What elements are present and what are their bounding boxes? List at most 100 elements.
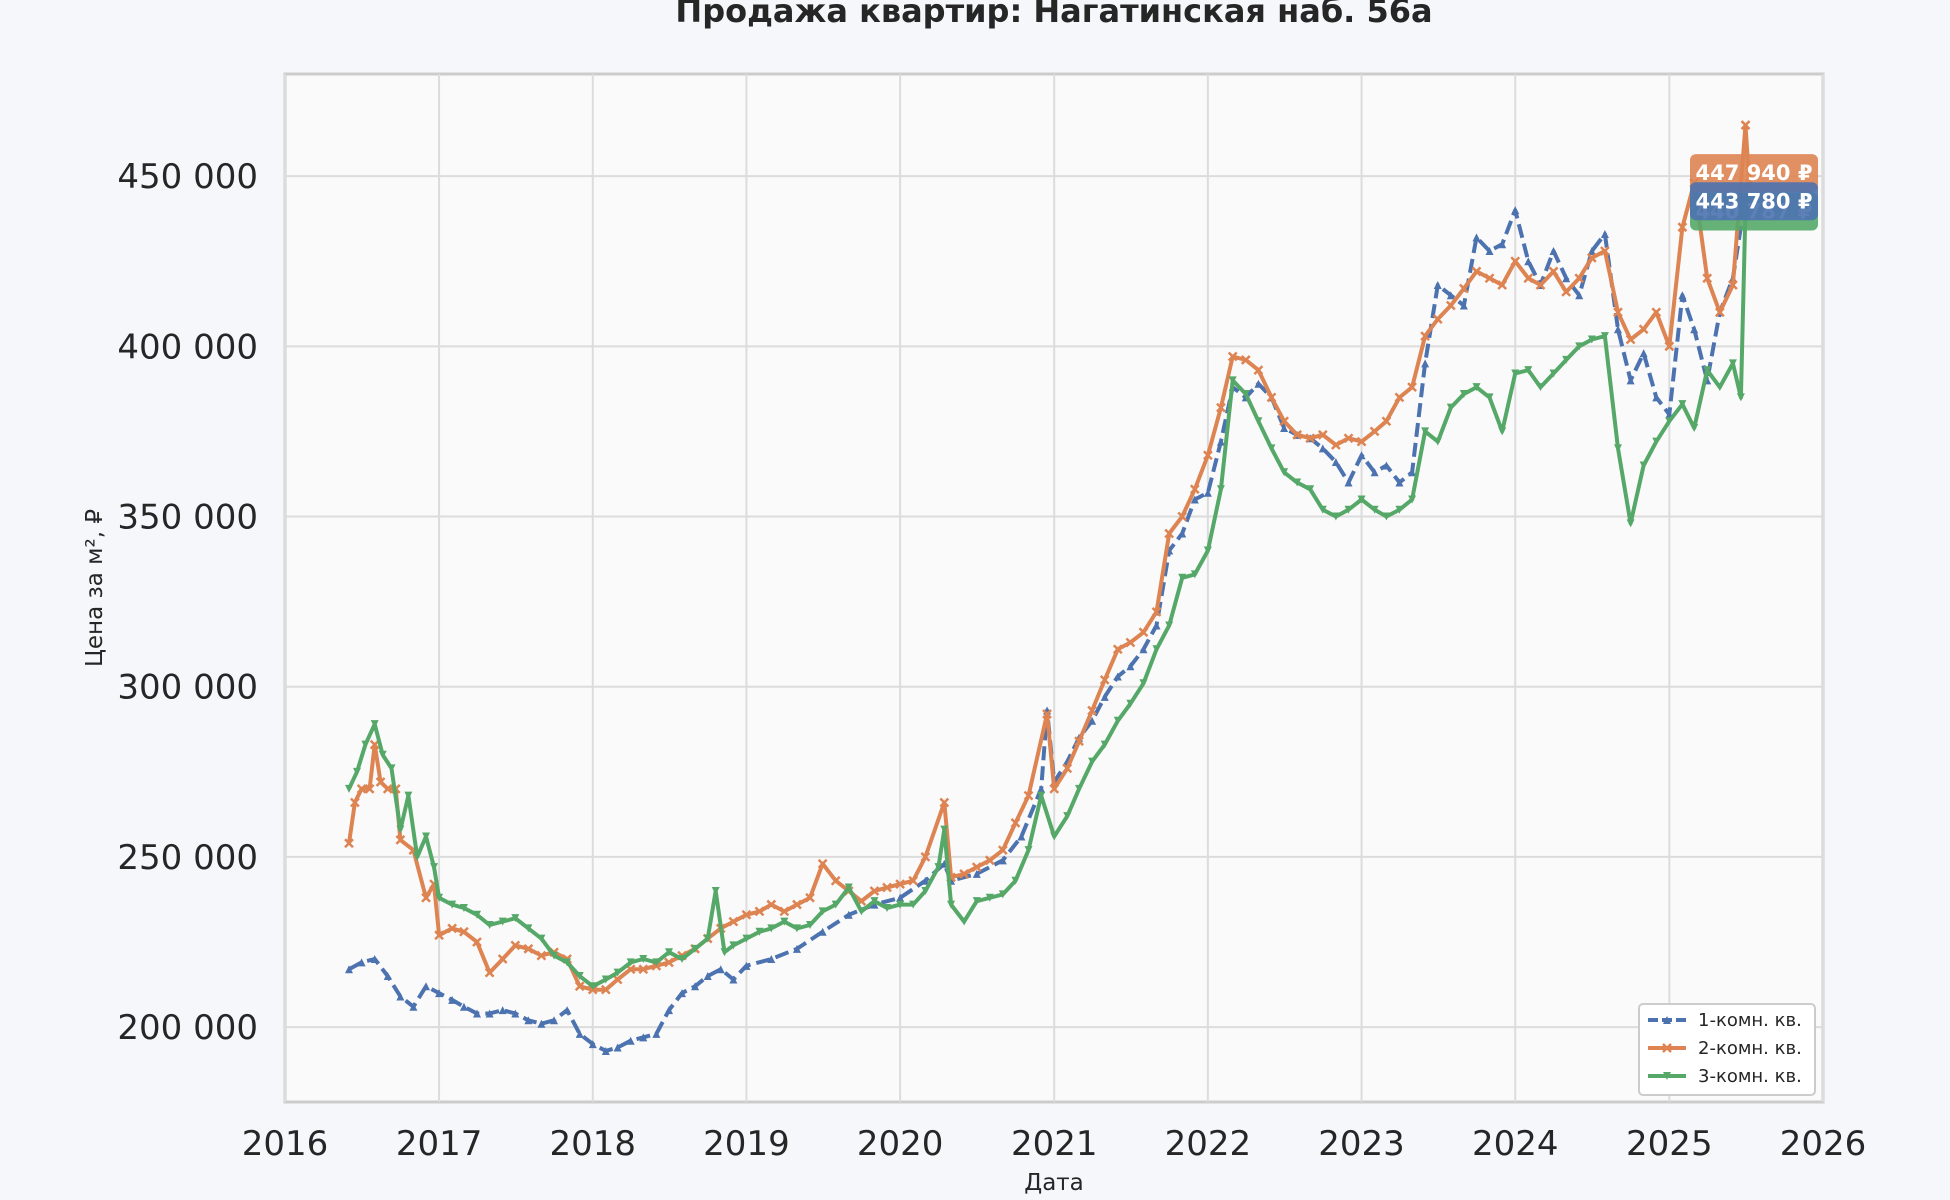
data-point (678, 989, 687, 998)
data-point (1498, 240, 1507, 249)
data-point (588, 982, 597, 991)
data-point (1216, 437, 1225, 446)
data-point (691, 944, 700, 953)
data-point (1190, 495, 1199, 504)
data-point (1357, 495, 1366, 504)
data-point (523, 943, 534, 954)
data-point (1587, 247, 1596, 256)
data-point (1370, 468, 1379, 477)
data-point (1678, 291, 1687, 300)
data-point (626, 1036, 635, 1045)
data-point (1075, 784, 1084, 793)
data-point (396, 992, 405, 1001)
data-point (1216, 402, 1226, 413)
data-point (1011, 876, 1020, 885)
data-point (510, 940, 521, 951)
data-point (1432, 314, 1443, 324)
data-point (1548, 266, 1559, 277)
data-point (378, 750, 387, 759)
data-point (1651, 307, 1662, 318)
data-point (720, 948, 729, 957)
data-point (1690, 325, 1699, 334)
data-point (1088, 757, 1097, 766)
data-point (1562, 274, 1571, 283)
data-point (1536, 383, 1545, 392)
legend: 1-комн. кв. 2-комн. кв. 3-комн. кв. (1638, 1003, 1816, 1096)
x-tick-label: 2016 (242, 1124, 329, 1164)
data-point (485, 1009, 494, 1018)
data-point (1010, 817, 1021, 828)
data-point (1049, 783, 1060, 794)
data-point (1678, 400, 1687, 409)
series-2 (344, 120, 1755, 995)
data-point (1498, 427, 1507, 436)
data-point (1458, 283, 1469, 294)
data-point (536, 950, 547, 961)
data-point (1420, 331, 1431, 341)
x-tick-label: 2019 (703, 1124, 790, 1164)
data-point (1190, 570, 1199, 579)
data-point (344, 838, 354, 849)
data-point (511, 1009, 520, 1018)
data-point (1037, 784, 1046, 793)
data-point (344, 784, 353, 793)
data-point (1370, 505, 1379, 514)
data-point (1600, 332, 1609, 341)
x-tick-label: 2018 (550, 1124, 637, 1164)
data-point (1240, 355, 1251, 365)
data-point (960, 917, 969, 926)
data-point (364, 783, 375, 794)
data-point (1357, 451, 1366, 460)
data-point (1421, 359, 1430, 368)
data-point (1665, 417, 1674, 426)
data-point (1736, 393, 1745, 402)
data-point (909, 900, 918, 909)
legend-item-1: 1-комн. кв. (1648, 1010, 1802, 1031)
data-point (1152, 621, 1161, 630)
data-point (1099, 675, 1110, 685)
data-point (563, 958, 572, 967)
data-point (484, 967, 495, 978)
y-tick-label: 350 000 (117, 498, 258, 538)
end-value-labels: 440 787 ₽447 940 ₽443 780 ₽ (1690, 154, 1818, 231)
data-point (639, 955, 648, 964)
data-point (664, 948, 673, 957)
data-point (1511, 369, 1520, 378)
data-point (1203, 488, 1212, 497)
data-point (1266, 392, 1277, 403)
data-point (1318, 505, 1327, 514)
data-point (1395, 505, 1404, 514)
data-point (1510, 256, 1521, 267)
data-point (908, 875, 919, 886)
data-point (883, 903, 892, 912)
data-point (818, 907, 827, 916)
data-point (1613, 307, 1623, 318)
data-point (1087, 705, 1097, 716)
x-tick-label: 2023 (1318, 1124, 1405, 1164)
data-point (1382, 461, 1391, 470)
data-point (1202, 450, 1213, 461)
x-axis-label: Дата (1024, 1170, 1084, 1196)
data-point (1587, 335, 1596, 344)
end-label-text: 447 940 ₽ (1696, 161, 1813, 185)
data-point (404, 791, 413, 800)
data-point (1702, 273, 1713, 284)
data-point (1062, 763, 1073, 774)
data-point (1267, 444, 1276, 453)
data-point (1408, 495, 1417, 504)
data-point (1652, 437, 1661, 446)
data-point (1050, 832, 1059, 841)
data-point (1042, 709, 1052, 719)
data-point (422, 832, 431, 841)
data-point (430, 863, 439, 872)
data-point (1600, 229, 1609, 238)
data-point (1343, 433, 1354, 444)
data-point (448, 900, 457, 909)
data-point (767, 955, 776, 964)
data-point (600, 984, 611, 995)
chart-title: Продажа квартир: Нагатинская наб. 56а (675, 0, 1432, 30)
data-point (831, 900, 840, 909)
data-point (805, 892, 815, 903)
data-point (1344, 478, 1353, 487)
